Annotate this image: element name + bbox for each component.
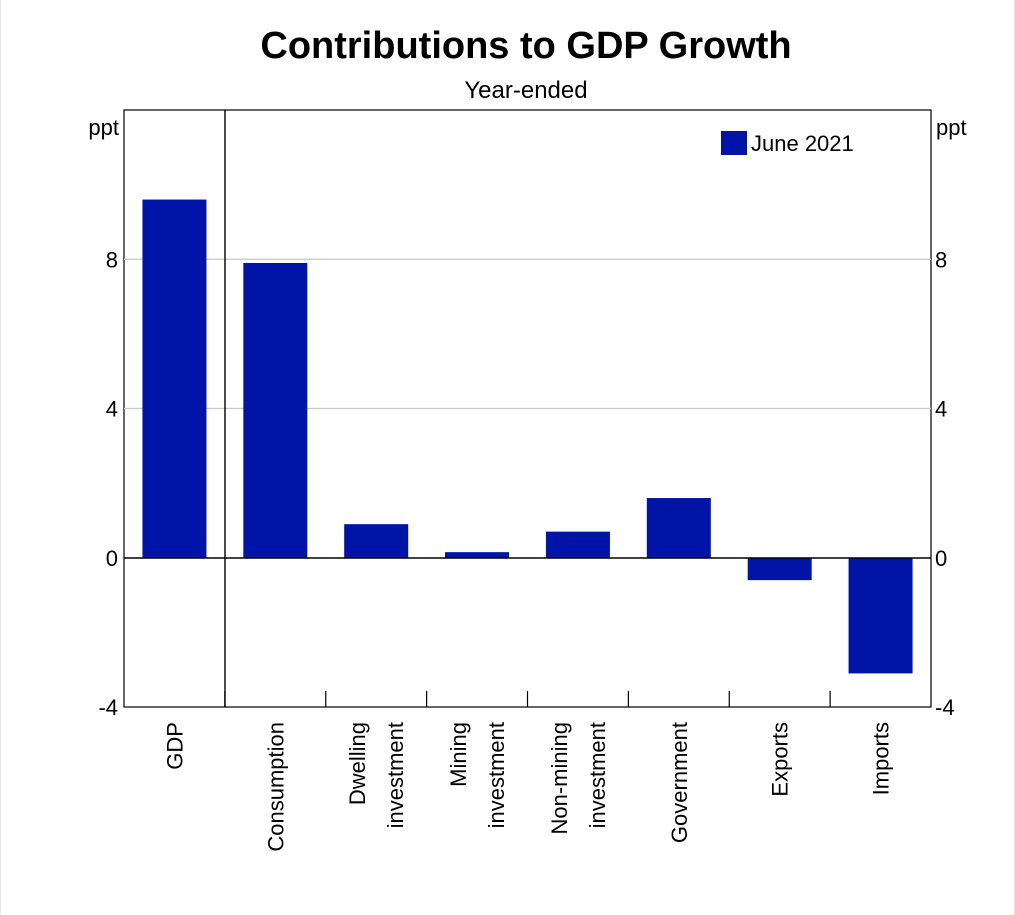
x-category-label: investment [484,722,509,828]
bar [848,557,913,674]
y-tick-label-left: -4 [98,695,118,720]
bar [747,557,812,581]
y-tick-label-left: 0 [106,546,118,571]
bar [646,498,711,558]
chart-subtitle: Year-ended [464,77,587,104]
y-tick-label-right: 0 [935,546,947,571]
y-tick-label-left: 8 [106,247,118,272]
y-axis-ticks: -4 -4 0 0 4 4 8 8 [98,247,954,720]
x-category-label: Non-mining [547,722,572,835]
x-category-label: GDP [162,722,187,770]
bar [344,524,409,558]
y-tick-label-right: 4 [935,397,947,422]
x-category-label: Mining [446,722,471,787]
chart-title: Contributions to GDP Growth [260,25,791,67]
x-category-label: Exports [768,722,793,797]
bars [142,199,913,674]
x-category-label: Dwelling [345,722,370,805]
bar [142,199,207,558]
x-category-label: investment [383,722,408,828]
y-axis-unit-right: ppt [936,115,967,140]
legend: June 2021 [721,131,854,156]
y-tick-label-right: 8 [935,247,947,272]
bar [445,552,510,558]
legend-label: June 2021 [751,131,854,156]
x-category-label: Imports [869,722,894,795]
y-axis-unit-left: ppt [88,115,119,140]
x-axis-ticks [224,691,831,707]
bar [243,262,308,558]
x-category-label: Government [667,722,692,843]
x-category-label: investment [585,722,610,828]
y-tick-label-right: -4 [935,695,955,720]
x-axis-category-labels: GDP Consumption Dwelling investment Mining in… [162,722,893,852]
legend-swatch [721,131,747,155]
bar [545,531,610,558]
x-category-label: Consumption [263,722,288,852]
y-tick-label-left: 4 [106,397,118,422]
